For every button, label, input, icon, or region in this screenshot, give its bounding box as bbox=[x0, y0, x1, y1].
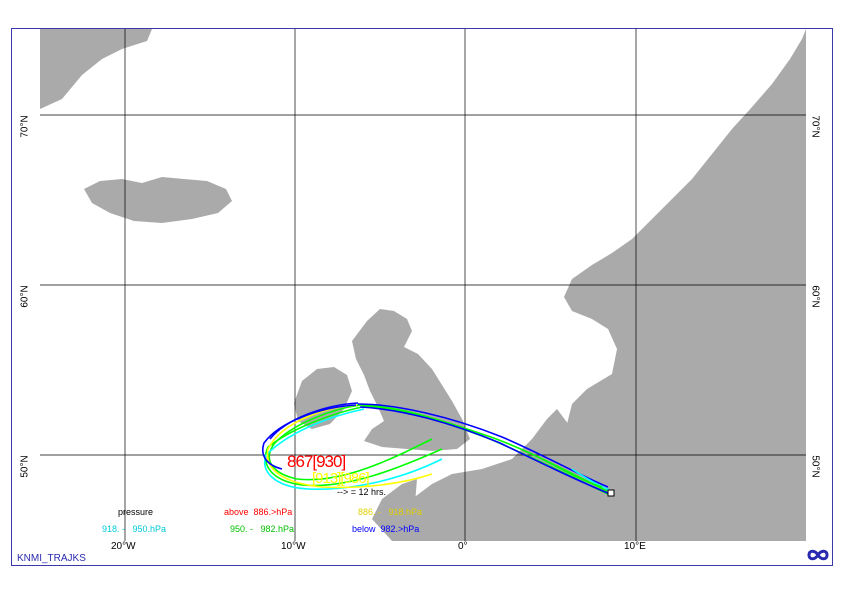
map-frame: 867[930] [913][986] --> = 12 hrs. bbox=[11, 28, 833, 566]
start-marker bbox=[607, 489, 615, 497]
legend-918-950: 918. - 950.hPa bbox=[102, 524, 167, 534]
land-denmark bbox=[612, 334, 672, 404]
land-greenland bbox=[40, 29, 152, 109]
land-great-britain bbox=[352, 309, 470, 451]
legend-title: pressure bbox=[118, 507, 154, 517]
lat-label-50n-right: 50°N bbox=[809, 455, 821, 478]
lon-label-0: 0° bbox=[458, 541, 468, 552]
legend-886-918: 886. - 918.hPa bbox=[358, 507, 423, 517]
graticule bbox=[40, 29, 806, 541]
lat-label-60n-right: 60°N bbox=[809, 285, 821, 308]
arrival-pressure-label: 867[930] bbox=[287, 452, 346, 471]
legend-above: above 886.>hPa bbox=[224, 507, 293, 517]
lat-label-60n-left: 60°N bbox=[19, 285, 31, 308]
land-continent bbox=[412, 409, 612, 541]
lon-label-10e: 10°E bbox=[624, 541, 646, 552]
knmi-logo-icon bbox=[807, 549, 829, 561]
interval-label: --> = 12 hrs. bbox=[337, 487, 387, 497]
trajectories bbox=[262, 402, 613, 496]
legend-950-982: 950. - 982.hPa bbox=[230, 524, 295, 534]
lat-label-50n-left: 50°N bbox=[19, 455, 31, 478]
land-france-west bbox=[372, 479, 417, 541]
lon-label-10w: 10°W bbox=[281, 541, 306, 552]
lat-label-70n-left: 70°N bbox=[19, 115, 31, 138]
trajectory-map bbox=[40, 29, 806, 541]
lat-label-70n-right: 70°N bbox=[809, 115, 821, 138]
land-iceland bbox=[84, 177, 232, 223]
legend-below: below 982.>hPa bbox=[352, 524, 420, 534]
lon-label-20w: 20°W bbox=[111, 541, 136, 552]
secondary-pressure-label: [913][986] bbox=[312, 470, 370, 487]
product-footer-label: KNMI_TRAJKS bbox=[17, 553, 86, 564]
